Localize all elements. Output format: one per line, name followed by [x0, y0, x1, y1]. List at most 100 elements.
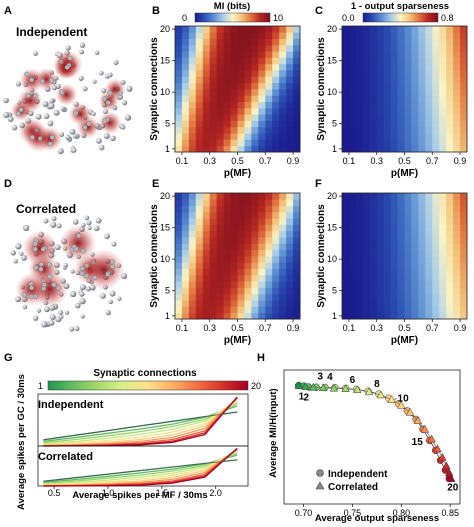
heatmap-cell [446, 287, 454, 295]
heatmap-cell [425, 249, 433, 257]
heatmap-cell [411, 51, 419, 58]
colorbar-mi-max: 10 [273, 13, 283, 23]
heatmap-cell [348, 101, 357, 109]
heatmap-cell [293, 120, 301, 128]
heatmap-cell [460, 126, 468, 134]
heatmap-cell [258, 57, 266, 65]
heatmap-cell [376, 256, 385, 263]
heatmap-cell [446, 312, 454, 320]
heatmap-cell [223, 101, 231, 109]
heatmap-cell [348, 114, 357, 121]
heatmap-cell [209, 26, 218, 33]
heatmap-cell [355, 224, 364, 232]
heatmap-cell [265, 224, 273, 232]
heatmap-cell [376, 262, 385, 269]
heatmap-cell [369, 193, 378, 200]
heatmap-cell [195, 199, 204, 206]
heatmap-cell [432, 230, 440, 238]
heatmap-cell [411, 38, 419, 46]
heatmap-cell [230, 107, 238, 115]
granule-cell [13, 259, 18, 264]
heatmap-cell [279, 293, 287, 301]
heatmap-cell [404, 145, 412, 153]
heatmap-cell [418, 205, 426, 213]
heatmap-cell [293, 126, 301, 134]
granule-cell [41, 286, 47, 292]
heatmap-cell [453, 224, 461, 232]
heatmap-cell [188, 287, 197, 295]
heatmap-cell [230, 133, 238, 140]
heatmap-cell [216, 82, 225, 90]
legend-label-independent: Independent [328, 469, 388, 480]
heatmap-cell [175, 133, 183, 140]
heatmap-cell [446, 243, 454, 251]
heatmap-cell [258, 224, 266, 232]
point-label: 15 [412, 437, 424, 448]
heatmap-cell [348, 237, 357, 244]
heatmap-cell [439, 199, 447, 206]
heatmap-cell [286, 287, 294, 295]
heatmap-cell [209, 211, 218, 219]
heatmap-cell [175, 274, 183, 282]
scatter-point-triangle [446, 474, 456, 482]
heatmap-cell [355, 230, 364, 238]
heatmap-cell [188, 224, 197, 232]
heatmap-cell [216, 268, 225, 276]
heatmap-cell [390, 145, 398, 153]
heatmap-cell [216, 262, 225, 269]
heatmap-cell [376, 312, 385, 320]
heatmap-cell [223, 205, 231, 213]
heatmap-cell [175, 101, 183, 109]
heatmap-cell [237, 312, 245, 320]
heatmap-cell [244, 243, 252, 251]
heatmap-cell [265, 145, 273, 153]
heatmap-cell [279, 120, 287, 128]
heatmap-cell [175, 145, 183, 153]
granule-cell [65, 45, 71, 51]
granule-cell [43, 306, 50, 313]
heatmap-cell [460, 114, 468, 121]
heatmap-cell [272, 268, 280, 276]
granule-cell [18, 107, 24, 113]
heatmap-cell [230, 199, 238, 206]
plot-frame [283, 369, 461, 505]
heatmap-cell [390, 224, 398, 232]
heatmap-cell [175, 249, 183, 257]
heatmap-cell [369, 205, 378, 213]
heatmap-cell [460, 89, 468, 96]
heatmap-cell [286, 218, 294, 225]
heatmap-cell [453, 199, 461, 206]
heatmap-cell [355, 205, 364, 213]
heatmap-cell [418, 120, 426, 128]
heatmap-cell [223, 126, 231, 134]
heatmap-cell [237, 211, 245, 219]
granule-cell [22, 304, 28, 310]
heatmap-cell [286, 32, 294, 39]
heatmap-cell [411, 274, 419, 282]
g-y-axis-label: Average spikes per GC / 30ms [16, 374, 27, 510]
heatmap-cell [209, 287, 218, 295]
heatmap-cell [279, 114, 287, 121]
heatmap-cell [223, 306, 231, 314]
heatmap-cell [376, 281, 385, 288]
heatmap-cell [230, 237, 238, 244]
heatmap-cell [279, 230, 287, 238]
heatmap-cell [460, 249, 468, 257]
heatmap-cell [216, 63, 225, 71]
heatmap-cell [223, 51, 231, 58]
heatmap-cell [175, 293, 183, 301]
heatmap-cell [244, 38, 252, 46]
heatmap-cell [397, 293, 405, 301]
heatmap-cell [251, 230, 259, 238]
heatmap-cell [453, 120, 461, 128]
x-tick-label: 0.3 [370, 156, 383, 166]
heatmap-cell [293, 256, 301, 263]
heatmap-cell [209, 145, 218, 153]
series-line [43, 405, 238, 443]
heatmap-cell [348, 268, 357, 276]
heatmap-cell [362, 224, 371, 232]
heatmap-cell [439, 262, 447, 269]
heatmap-cell [348, 32, 357, 39]
heatmap-cell [265, 120, 273, 128]
heatmap-cell [342, 32, 350, 39]
